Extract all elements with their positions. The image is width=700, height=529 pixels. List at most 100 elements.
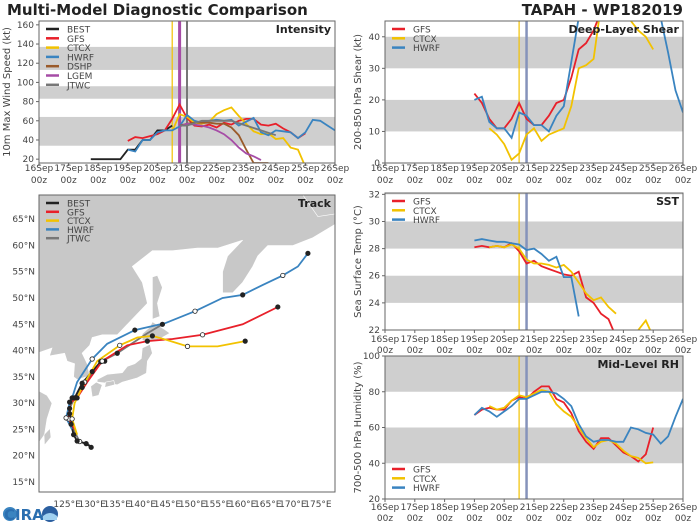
shaded-band [385,275,683,303]
x-tick-label: 24Sep [609,335,638,345]
series-line-jtwc [179,119,277,137]
lat-tick-label: 25°N [12,425,35,435]
track-point-ctcx [184,343,191,349]
x-tick-sublabel: 00z [377,514,393,524]
legend-label-best: BEST [67,26,91,36]
x-tick-label: 26Sep [321,164,350,174]
series-line-gfs [473,385,655,463]
x-tick-sublabel: 00z [496,346,512,356]
x-tick-sublabel: 00z [238,176,254,186]
track-line-ctcx [71,334,246,435]
x-tick-sublabel: 00z [556,176,572,186]
track-point-jtwc [114,350,120,356]
x-tick-label: 22Sep [550,164,579,174]
legend-label-gfs: GFS [413,26,431,36]
y-tick-label: 32 [369,190,380,200]
y-tick-label: 40 [23,136,35,146]
lat-tick-label: 60°N [12,241,35,251]
lon-tick-label: 160°E [229,500,257,510]
y-tick-label: 30 [369,64,381,74]
land-taiwan [43,427,52,446]
x-tick-label: 22Sep [550,503,579,513]
x-tick-sublabel: 00z [327,176,343,186]
y-tick-label: 26 [369,272,381,282]
series-line-hwrf [474,21,683,140]
y-tick-label: 80 [369,388,381,398]
x-tick-label: 21Sep [520,164,549,174]
lon-tick-label: 140°E [129,500,157,510]
x-tick-sublabel: 00z [586,346,602,356]
x-tick-label: 19Sep [460,503,489,513]
legend-label-hwrf: HWRF [413,484,440,494]
y-tick-label: 140 [17,40,34,50]
track-point-gfs [275,304,281,310]
track-point-best [68,421,74,427]
lon-tick-label: 145°E [154,500,182,510]
series-line-ctcx [488,389,654,465]
x-tick-label: 24Sep [609,164,638,174]
y-tick-label: 100 [17,78,34,88]
x-tick-label: 17Sep [54,164,83,174]
x-tick-label: 21Sep [520,503,549,513]
x-tick-sublabel: 00z [407,514,423,524]
x-tick-sublabel: 00z [526,514,542,524]
x-tick-label: 24Sep [262,164,291,174]
panel-track: 125°E130°E135°E140°E145°E150°E155°E160°E… [12,194,336,510]
x-tick-sublabel: 00z [645,514,661,524]
x-tick-label: 23Sep [579,164,608,174]
track-point-hwrf [305,250,311,256]
x-tick-sublabel: 00z [437,346,453,356]
x-tick-sublabel: 00z [496,514,512,524]
legend-label-lgem: LGEM [67,72,92,82]
series-line-ctcx [489,243,652,330]
x-tick-label: 25Sep [639,164,668,174]
shaded-band [385,356,683,392]
track-point-best [71,432,77,438]
track-point-gfs [74,395,80,401]
x-tick-label: 20Sep [490,335,519,345]
lon-tick-label: 150°E [179,500,207,510]
y-tick-label: 30 [369,217,381,227]
x-tick-label: 26Sep [669,503,698,513]
lat-tick-label: 50°N [12,294,35,304]
track-point-best [88,444,94,450]
x-tick-sublabel: 00z [407,346,423,356]
legend-label-hwrf: HWRF [413,216,440,226]
x-tick-label: 20Sep [490,164,519,174]
lon-tick-label: 165°E [254,500,282,510]
x-tick-label: 19Sep [460,335,489,345]
track-point-ctcx [242,338,248,344]
legend-label-gfs: GFS [67,35,85,45]
y-axis-label: Sea Surface Temp (°C) [353,205,364,318]
track-point-jtwc [159,321,166,327]
x-tick-label: 23Sep [579,503,608,513]
y-tick-label: 40 [369,33,381,43]
x-tick-sublabel: 00z [179,176,195,186]
legend-label-dshp: DSHP [67,63,92,73]
x-tick-sublabel: 00z [149,176,165,186]
land-sakhalin [152,275,163,320]
track-point-gfs [199,332,206,338]
x-tick-label: 20Sep [143,164,172,174]
lat-tick-label: 65°N [12,215,35,225]
lat-tick-label: 45°N [12,320,35,330]
x-tick-label: 16Sep [371,335,400,345]
x-tick-label: 20Sep [490,503,519,513]
legend-label-ctcx: CTCX [67,217,91,227]
legend-label-ctcx: CTCX [67,44,91,54]
legend-label-best: BEST [67,200,91,210]
track-point-best [74,438,80,444]
track-point-jtwc [67,405,73,412]
cira-logo: CIRA [3,506,58,524]
x-tick-sublabel: 00z [120,176,136,186]
x-tick-label: 17Sep [401,335,430,345]
x-tick-label: 21Sep [173,164,202,174]
legend-label-ctcx: CTCX [413,475,437,485]
lat-tick-label: 55°N [12,268,35,278]
figure-title: Multi-Model Diagnostic Comparison [7,1,308,19]
land-honshu [96,343,153,386]
series-line-hwrf [473,390,683,445]
legend-label-gfs: GFS [413,198,431,208]
y-tick-label: 60 [369,424,381,434]
